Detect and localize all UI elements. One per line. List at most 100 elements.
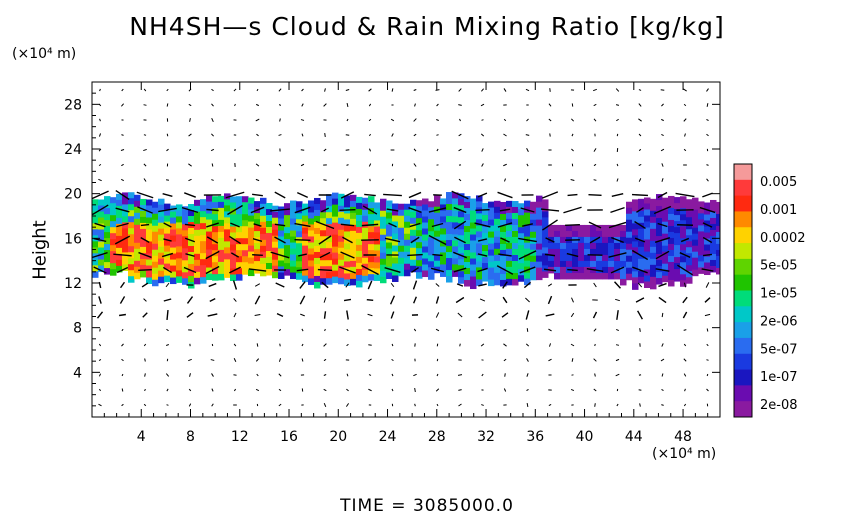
wind-vector (279, 118, 281, 122)
field-cell (206, 201, 213, 209)
wind-vector (677, 264, 693, 276)
field-cell (716, 243, 720, 251)
field-cell (428, 237, 435, 244)
field-cell (152, 279, 159, 287)
field-cell (596, 242, 603, 250)
field-cell (224, 229, 231, 236)
field-cell (626, 207, 633, 215)
field-cell (650, 276, 657, 284)
wind-vector (658, 282, 667, 288)
colorbar-label: 1e-07 (760, 370, 798, 385)
field-cell (242, 262, 249, 269)
field-cell (494, 230, 501, 238)
field-cell (632, 223, 639, 230)
field-cell (200, 241, 207, 248)
field-cell (224, 241, 231, 248)
wind-vector (638, 148, 642, 152)
wind-vector (252, 254, 263, 256)
field-cell (662, 263, 669, 271)
field-cell (398, 209, 405, 217)
field-cell (506, 242, 513, 250)
field-cell (674, 215, 681, 222)
wind-vector (274, 236, 286, 244)
field-cell (236, 208, 243, 215)
field-cell (422, 204, 429, 212)
field-cell (392, 257, 399, 264)
field-cell (512, 261, 519, 268)
field-cell (278, 242, 285, 249)
field-cell (374, 238, 381, 245)
wind-vector (391, 358, 394, 362)
field-cell (434, 212, 441, 220)
field-cell (578, 242, 585, 250)
colorbar: 0.0050.0010.00025e-051e-052e-065e-071e-0… (733, 163, 806, 418)
field-cell (380, 246, 387, 254)
field-cell (110, 197, 117, 204)
field-cell (482, 215, 489, 222)
field-cell (182, 278, 189, 285)
field-cell (242, 268, 249, 275)
wind-vector (183, 266, 197, 274)
colorbar-swatch (734, 274, 752, 291)
field-cell (368, 196, 375, 203)
wind-vector (205, 250, 220, 260)
field-cell (668, 219, 675, 227)
wind-vector (324, 328, 326, 332)
field-cell (134, 248, 141, 256)
field-cell (662, 275, 669, 283)
field-cell (272, 235, 279, 243)
field-cell (500, 255, 507, 263)
wind-vector (549, 133, 551, 137)
wind-vector (451, 190, 469, 200)
wind-vector (526, 389, 529, 391)
field-cell (644, 215, 651, 222)
wind-vector (225, 191, 245, 199)
wind-vector (571, 133, 574, 137)
field-cell (656, 236, 663, 243)
field-cell (284, 251, 291, 258)
wind-vector (278, 388, 282, 392)
field-cell (428, 219, 435, 226)
field-cell (698, 207, 705, 214)
wind-vector (368, 103, 372, 107)
field-cell (320, 248, 327, 255)
field-cell (686, 217, 693, 224)
field-cell (398, 251, 405, 259)
field-cell (188, 204, 195, 211)
wind-vector (340, 223, 355, 227)
field-cell (578, 230, 585, 238)
field-cell (326, 248, 333, 255)
field-cell (218, 255, 225, 263)
field-cell (674, 197, 681, 204)
field-cell (716, 267, 720, 275)
wind-vector (661, 163, 664, 167)
wind-vector (571, 328, 574, 332)
field-cell (140, 270, 147, 278)
wind-vector (548, 358, 552, 362)
wind-vector (119, 296, 126, 304)
wind-vector (525, 88, 530, 92)
field-cell (548, 260, 555, 268)
field-cell (482, 233, 489, 240)
field-cell (182, 218, 189, 225)
wind-vector (121, 88, 124, 92)
field-cell (512, 201, 519, 208)
field-cell (248, 251, 255, 259)
field-cell (632, 241, 639, 248)
field-cell (134, 230, 141, 238)
field-cell (458, 265, 465, 272)
wind-vector (658, 296, 667, 304)
field-cell (716, 219, 720, 227)
field-cell (698, 261, 705, 268)
wind-vector (294, 206, 311, 214)
wind-vector (701, 268, 714, 272)
wind-vector (503, 88, 507, 92)
field-cell (602, 230, 609, 238)
wind-vector (391, 388, 394, 392)
field-cell (452, 216, 459, 223)
wind-vector (256, 133, 259, 137)
wind-vector (567, 268, 578, 272)
field-cell (386, 248, 393, 256)
field-cell (404, 239, 411, 247)
field-cell (290, 206, 297, 214)
